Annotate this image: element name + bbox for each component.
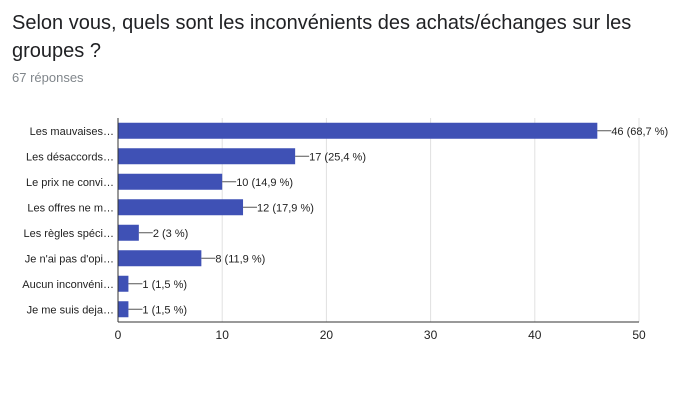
category-label: Aucun inconvéni…: [22, 279, 114, 291]
bar[interactable]: [118, 301, 129, 318]
data-label: 12 (17,9 %): [257, 202, 314, 214]
bar[interactable]: [118, 173, 223, 190]
labels: 0 10 20 30 40 50 Les mauvaises… 46 (68,7 %) Les …: [22, 126, 668, 342]
bar[interactable]: [118, 250, 202, 267]
category-label: Je me suis deja…: [27, 304, 114, 316]
data-label: 17 (25,4 %): [309, 151, 366, 163]
bar[interactable]: [118, 199, 244, 216]
x-tick-label: 50: [632, 328, 646, 342]
data-label: 1 (1,5 %): [142, 304, 187, 316]
axes: [117, 118, 639, 323]
x-tick-label: 30: [424, 328, 438, 342]
bar[interactable]: [118, 122, 598, 139]
data-label: 8 (11,9 %): [215, 253, 265, 265]
question-title: Selon vous, quels sont les inconvénients…: [12, 12, 632, 62]
data-label: 2 (3 %): [153, 228, 188, 240]
bar[interactable]: [118, 224, 139, 241]
category-label: Le prix ne convi…: [26, 177, 114, 189]
bar[interactable]: [118, 148, 296, 165]
x-tick-label: 10: [216, 328, 230, 342]
data-label: 1 (1,5 %): [142, 279, 187, 291]
x-tick-label: 0: [115, 328, 122, 342]
category-label: Les offres ne m…: [27, 202, 114, 214]
category-label: Je n'ai pas d'opi…: [25, 253, 114, 265]
data-label: 46 (68,7 %): [611, 126, 668, 138]
response-count: 67 réponses: [12, 70, 84, 85]
data-label: 10 (14,9 %): [236, 177, 293, 189]
bar[interactable]: [118, 275, 129, 292]
category-label: Les désaccords…: [26, 151, 114, 163]
category-label: Les mauvaises…: [30, 126, 114, 138]
x-tick-label: 40: [528, 328, 542, 342]
x-tick-label: 20: [320, 328, 334, 342]
category-label: Les règles spéci…: [24, 228, 115, 240]
bars: [118, 122, 598, 318]
